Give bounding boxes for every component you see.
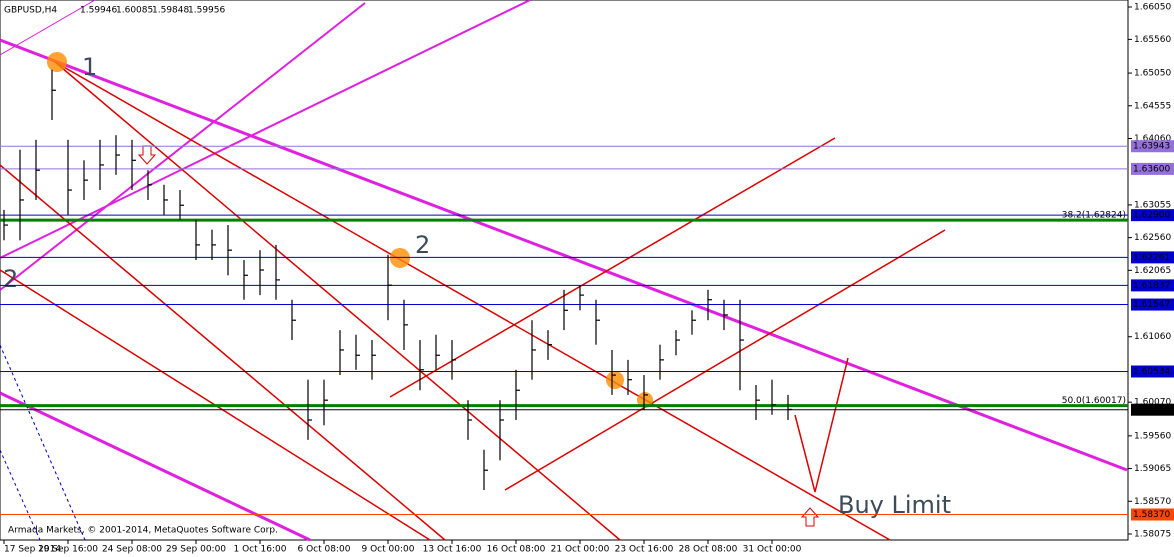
level-label: 1.62900 — [1133, 211, 1170, 221]
annotation: 2 — [415, 231, 430, 259]
x-tick-label: 31 Oct 00:00 — [743, 545, 802, 555]
y-tick-label: 1.65560 — [1134, 35, 1171, 45]
level-box — [1131, 298, 1174, 311]
buy-arrow — [800, 507, 820, 527]
x-tick-label: 1 Oct 16:00 — [234, 545, 287, 555]
level-label: 1.60534 — [1133, 367, 1170, 377]
level-label: 1.59956 — [1133, 405, 1170, 415]
plot-frame — [0, 0, 1129, 541]
x-tick-label: 29 Sep 00:00 — [166, 545, 226, 555]
trendline — [504, 229, 946, 491]
x-tick-label: 21 Oct 00:00 — [551, 545, 610, 555]
y-tick-label: 1.58075 — [1134, 529, 1171, 539]
marker — [606, 371, 624, 389]
sell-arrow — [137, 145, 157, 165]
level-label: 1.61837 — [1133, 281, 1170, 291]
y-tick-label: 1.64555 — [1134, 101, 1171, 111]
level-box — [1131, 140, 1174, 153]
marker — [390, 248, 410, 268]
marker — [637, 392, 653, 408]
ohlc-close: 1.59956 — [188, 6, 225, 16]
trendline — [0, 0, 96, 56]
fibo-label: 38.2(1.62824) — [1062, 211, 1126, 221]
y-tick-label: 1.59065 — [1134, 464, 1171, 474]
trendline — [0, 164, 446, 541]
level-box — [1131, 403, 1174, 416]
level-box — [1131, 251, 1174, 264]
fibo-label: 50.0(1.60017) — [1062, 396, 1126, 406]
copyright: Armada Markets, © 2001-2014, MetaQuotes … — [8, 526, 278, 536]
level-box — [1131, 365, 1174, 378]
ohlc-high: 1.60085 — [116, 6, 153, 16]
level-label: 1.63943 — [1133, 142, 1170, 152]
y-tick-label: 1.59560 — [1134, 431, 1171, 441]
level-box — [1131, 209, 1174, 222]
trendline — [0, 391, 311, 542]
trendline — [389, 137, 836, 398]
dashed-line — [0, 449, 41, 541]
drawings — [0, 0, 1128, 542]
arrow-path — [794, 357, 849, 493]
y-tick-label: 1.60070 — [1134, 398, 1171, 408]
x-tick-label: 24 Sep 08:00 — [102, 545, 162, 555]
x-tick-label: 28 Oct 08:00 — [679, 545, 738, 555]
y-tick-label: 1.62560 — [1134, 233, 1171, 243]
x-tick-label: 16 Oct 08:00 — [487, 545, 546, 555]
marker — [47, 52, 67, 72]
x-tick-label: 19 Sep 16:00 — [38, 545, 98, 555]
y-tick-label: 1.64060 — [1134, 134, 1171, 144]
y-tick-label: 1.63055 — [1134, 200, 1171, 210]
y-tick-label: 1.66050 — [1134, 3, 1171, 13]
x-tick-label: 23 Oct 16:00 — [615, 545, 674, 555]
x-tick-label: 6 Oct 08:00 — [298, 545, 351, 555]
level-box — [1131, 279, 1174, 292]
y-tick-label: 1.61060 — [1134, 332, 1171, 342]
trendline — [54, 61, 621, 541]
ohlc-open: 1.59946 — [80, 6, 117, 16]
y-tick-label: 1.58570 — [1134, 497, 1171, 507]
annotation: 2 — [3, 265, 18, 293]
level-label: 1.63600 — [1133, 164, 1170, 174]
ohlc-low: 1.59848 — [152, 6, 189, 16]
y-tick-label: 1.62065 — [1134, 266, 1171, 276]
y-tick-label: 1.65050 — [1134, 69, 1171, 79]
x-tick-label: 17 Sep 2014 — [4, 545, 61, 555]
level-box — [1131, 162, 1174, 175]
trendline — [54, 61, 891, 541]
trendline — [0, 38, 1128, 472]
symbol: GBPUSD,H4 — [4, 6, 57, 16]
x-tick-label: 9 Oct 00:00 — [362, 545, 415, 555]
level-label: 1.58370 — [1133, 510, 1170, 520]
x-tick-label: 13 Oct 16:00 — [423, 545, 482, 555]
annotation: 1 — [82, 53, 97, 81]
level-label: 1.62261 — [1133, 253, 1170, 263]
level-box — [1131, 508, 1174, 521]
level-label: 1.61547 — [1133, 300, 1170, 310]
